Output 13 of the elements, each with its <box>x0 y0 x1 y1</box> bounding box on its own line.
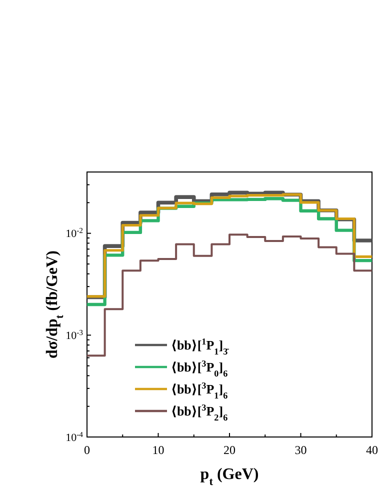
y-tick-label: 10$^{-2}$ <box>66 226 84 240</box>
legend-label: ⟨bb⟩[$^{3}$P$_{1}$]$_{6}$ <box>171 380 228 401</box>
x-tick-label: 30 <box>294 443 307 457</box>
x-tick-label: 40 <box>366 443 378 457</box>
x-tick-label: 0 <box>84 443 90 457</box>
legend-label: ⟨bb⟩[$^{1}$P$_{1}$]$_{3̄}$ <box>171 336 230 357</box>
legend-label: ⟨bb⟩[$^{3}$P$_{2}$]$_{6}$ <box>171 402 228 423</box>
y-tick-label: 10$^{-4}$ <box>66 429 84 444</box>
x-tick-label: 20 <box>224 443 236 457</box>
x-tick-label: 10 <box>152 443 164 457</box>
legend-label: ⟨bb⟩[$^{3}$P$_{0}$]$_{6}$ <box>171 358 228 379</box>
x-axis-title: p$_{t}$ (GeV) <box>200 466 259 488</box>
y-tick-label: 10$^{-3}$ <box>66 328 84 342</box>
